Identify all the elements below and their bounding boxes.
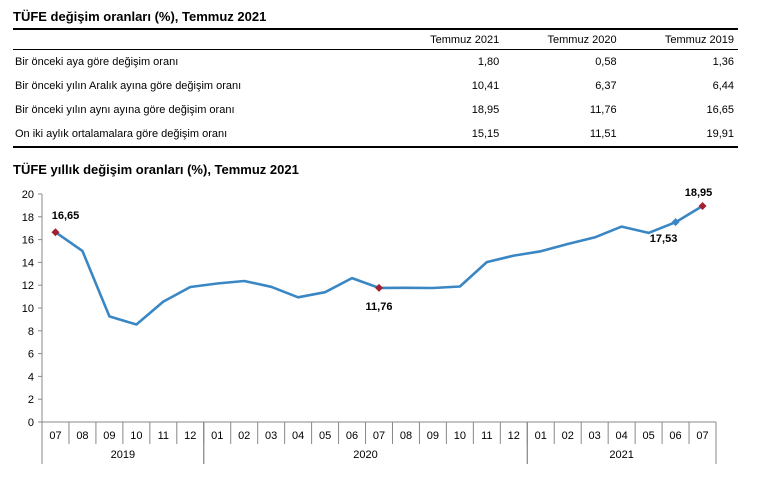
table-row: On iki aylık ortalamalara göre değişim o… [13, 122, 738, 148]
x-tick-label: 05 [319, 430, 331, 442]
table-cell: 19,91 [620, 122, 738, 148]
data-point-marker [671, 218, 680, 227]
x-tick-label: 03 [265, 430, 277, 442]
x-tick-label: 06 [346, 430, 358, 442]
table-title: TÜFE değişim oranları (%), Temmuz 2021 [13, 9, 267, 24]
y-tick-label: 12 [22, 280, 34, 292]
data-label: 17,53 [650, 233, 678, 245]
table-cell: 10,41 [471, 80, 500, 92]
x-tick-label: 01 [211, 430, 223, 442]
x-tick-label: 08 [400, 430, 412, 442]
x-tick-label: 10 [454, 430, 466, 442]
data-point-marker [698, 201, 707, 210]
data-label: 18,95 [685, 187, 713, 199]
table-cell: 11,51 [503, 122, 621, 148]
chart-title: TÜFE yıllık değişim oranları (%), Temmuz… [13, 162, 299, 177]
table-cell: 16,65 [706, 104, 734, 116]
data-point-marker [51, 228, 60, 237]
row-label: Bir önceki yılın Aralık ayına göre değiş… [15, 80, 242, 92]
y-tick-label: 18 [22, 212, 34, 224]
x-tick-label: 12 [508, 430, 520, 442]
x-tick-label: 03 [589, 430, 601, 442]
x-tick-label: 04 [292, 430, 304, 442]
x-tick-label: 09 [103, 430, 115, 442]
table-header-col: Temmuz 2021 [385, 28, 504, 50]
row-label: Bir önceki aya göre değişim oranı [15, 56, 179, 68]
y-tick-label: 2 [28, 394, 34, 406]
y-tick-label: 20 [22, 189, 34, 201]
y-tick-label: 6 [28, 349, 34, 361]
table-cell: 1,80 [477, 56, 500, 68]
data-point-marker [375, 283, 383, 292]
year-group-label: 2020 [353, 449, 377, 461]
data-label: 16,65 [52, 210, 80, 222]
table-cell: 18,95 [471, 104, 500, 116]
year-group-label: 2019 [111, 449, 135, 461]
y-tick-label: 16 [22, 235, 34, 247]
table-cell: 1,36 [712, 56, 734, 68]
y-tick-label: 10 [22, 303, 34, 315]
table-cell: 11,76 [589, 104, 617, 116]
x-tick-label: 11 [158, 430, 169, 442]
x-tick-label: 08 [76, 430, 88, 442]
y-tick-label: 8 [28, 326, 34, 338]
row-label: On iki aylık ortalamalara göre değişim o… [13, 122, 386, 148]
year-group-label: 2021 [609, 449, 633, 461]
x-tick-label: 07 [49, 430, 61, 442]
table-header-empty [13, 28, 386, 50]
x-tick-label: 07 [696, 430, 708, 442]
x-tick-label: 11 [481, 430, 492, 442]
x-tick-label: 10 [130, 430, 142, 442]
x-tick-label: 09 [427, 430, 439, 442]
stats-table: Temmuz 2021 Temmuz 2020 Temmuz 2019 Bir … [13, 28, 738, 148]
x-tick-label: 07 [373, 430, 385, 442]
table-cell: 6,37 [595, 80, 617, 92]
table-cell: 15,15 [385, 122, 504, 148]
row-label: Bir önceki yılın aynı ayına göre değişim… [15, 104, 235, 116]
table-cell: 6,44 [712, 80, 734, 92]
x-tick-label: 05 [642, 430, 654, 442]
x-tick-label: 02 [238, 430, 250, 442]
x-tick-label: 12 [184, 430, 196, 442]
table-header-col: Temmuz 2019 [620, 28, 738, 50]
y-tick-label: 0 [28, 417, 34, 429]
x-tick-label: 06 [669, 430, 681, 442]
table-row: Bir önceki yılın aynı ayına göre değişim… [13, 98, 738, 122]
table-row: Bir önceki aya göre değişim oranı 1,80 0… [13, 50, 738, 75]
y-tick-label: 4 [28, 371, 34, 383]
data-label: 11,76 [366, 301, 393, 313]
y-tick-label: 14 [22, 257, 34, 269]
table-header-col: Temmuz 2020 [503, 28, 621, 50]
x-tick-label: 01 [535, 430, 547, 442]
x-tick-label: 04 [616, 430, 628, 442]
table-header-row: Temmuz 2021 Temmuz 2020 Temmuz 2019 [13, 28, 738, 50]
table-row: Bir önceki yılın Aralık ayına göre değiş… [13, 74, 738, 98]
x-tick-label: 02 [562, 430, 574, 442]
table-cell: 0,58 [595, 56, 617, 68]
